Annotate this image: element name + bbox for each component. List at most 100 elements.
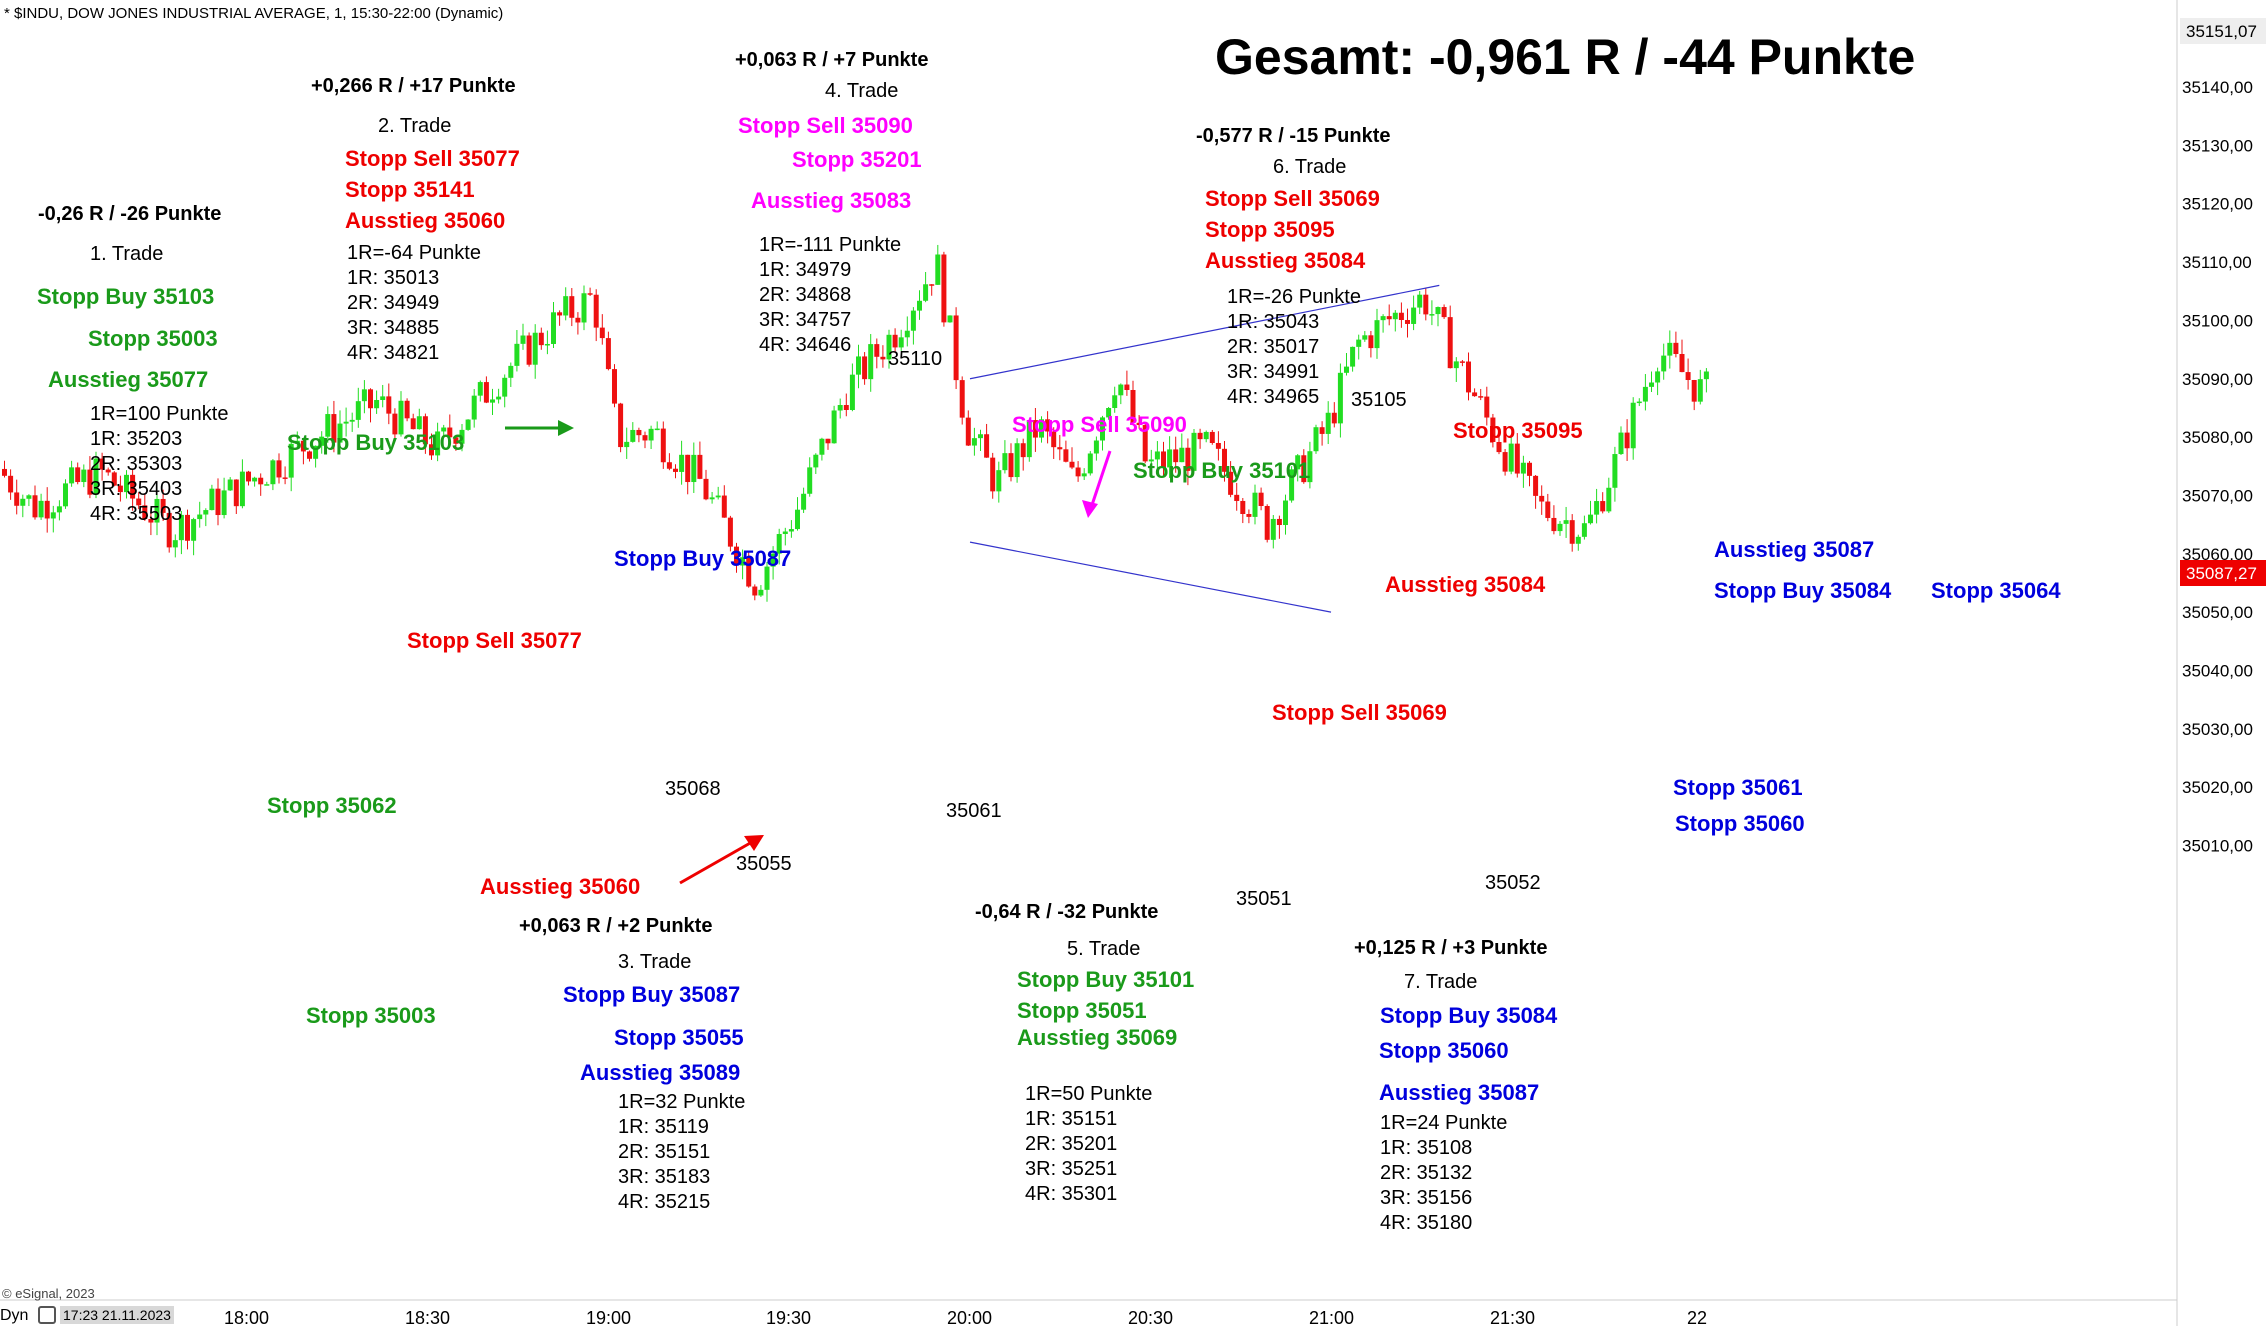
label-stopp-sell-35069: Stopp Sell 35069 [1272, 700, 1447, 725]
trade-4-r1: 1R: 34979 [759, 259, 852, 281]
trade-6-entry: Stopp Sell 35069 [1205, 186, 1380, 211]
candle-bull [1630, 402, 1636, 449]
trade-4-r3: 3R: 34757 [759, 309, 852, 331]
candle-bull [50, 512, 56, 519]
candle-bull [563, 296, 569, 316]
candle-bull [917, 300, 922, 311]
trade-7-entry: Stopp Buy 35084 [1380, 1003, 1558, 1028]
candle-bear [1051, 431, 1057, 448]
candle-bull [319, 436, 325, 446]
trade-6-stop: Stopp 35095 [1205, 217, 1335, 242]
trade-2-r1: 1R: 35013 [347, 267, 440, 289]
candle-bull [1581, 523, 1587, 537]
candle-bull [551, 312, 556, 344]
candle-bull [63, 483, 68, 507]
trade-7-exit: Ausstieg 35087 [1379, 1080, 1540, 1105]
candle-bear [300, 440, 306, 452]
candle-bear [258, 477, 264, 485]
candle-bull [264, 484, 270, 486]
candle-bear [721, 495, 727, 518]
label-stopp-35064: Stopp 35064 [1931, 578, 2061, 603]
lock-icon[interactable] [38, 1306, 56, 1324]
trendline[interactable] [969, 284, 1440, 380]
candle-bull [1307, 451, 1313, 483]
trade-6-r-list: 1R=-26 Punkte 1R: 35043 2R: 35017 3R: 34… [1227, 285, 1361, 410]
trade-5-result: -0,64 R / -32 Punkte [975, 901, 1159, 923]
candle-bear [569, 296, 575, 318]
dyn-mode-button[interactable]: Dyn [0, 1307, 29, 1324]
candle-bear [282, 477, 288, 479]
trendlines-layer [969, 284, 1440, 613]
candle-bear [32, 495, 38, 518]
label-stopp-35062: Stopp 35062 [267, 793, 397, 818]
candle-bull [1167, 449, 1173, 468]
arrow-green-icon [558, 420, 574, 436]
candle-bull [203, 510, 209, 515]
candle-bull [1697, 379, 1703, 402]
trade-6-r3: 3R: 34991 [1227, 361, 1320, 383]
mark-35061: 35061 [946, 800, 1002, 822]
candle-bear [44, 500, 50, 519]
candle-bull [624, 441, 630, 448]
candle-bull [1588, 514, 1593, 524]
candle-bear [185, 514, 190, 541]
candle-bull [465, 419, 471, 430]
candle-bull [910, 310, 916, 331]
candle-bear [160, 498, 166, 513]
candle-bull [502, 377, 508, 397]
candle-bear [1185, 447, 1191, 471]
trade-6-exit: Ausstieg 35084 [1205, 248, 1366, 273]
candle-bull [770, 553, 776, 567]
candle-bull [1014, 443, 1020, 478]
label-stopp-35003: Stopp 35003 [306, 1003, 436, 1028]
last-price-label: 35087,27 [2186, 564, 2257, 583]
trade-2-r2: 2R: 34949 [347, 292, 440, 314]
candle-bull [1563, 520, 1569, 524]
trade-4-name: 4. Trade [825, 80, 899, 102]
trade-4-entry: Stopp Sell 35090 [738, 113, 913, 138]
candle-bear [593, 294, 599, 328]
candle-bull [1313, 427, 1319, 452]
label-stopp-35095: Stopp 35095 [1453, 418, 1583, 443]
candle-bull [1289, 469, 1295, 501]
candle-bear [1600, 501, 1606, 512]
candle-bull [776, 534, 782, 554]
trade-5-r3: 3R: 35251 [1025, 1158, 1118, 1180]
candle-bear [642, 435, 648, 441]
candle-bear [111, 472, 117, 486]
candle-bull [715, 495, 721, 498]
candle-bear [953, 315, 959, 381]
label-stopp-sell-35077: Stopp Sell 35077 [407, 628, 582, 653]
candle-bear [87, 469, 93, 495]
top-price-box [2180, 18, 2266, 44]
candle-bear [1478, 396, 1484, 398]
candle-bear [1222, 448, 1227, 472]
candle-bear [734, 546, 739, 566]
candle-bull [69, 467, 75, 484]
candle-bull [935, 254, 941, 285]
trade-3-r-size: 1R=32 Punkte [618, 1091, 746, 1113]
candle-bull [978, 434, 983, 439]
trade-3-entry: Stopp Buy 35087 [563, 982, 741, 1007]
candle-bull [1703, 371, 1709, 380]
candle-bear [1228, 471, 1234, 495]
trade-7-stop: Stopp 35060 [1379, 1038, 1509, 1063]
trade-3-r4: 4R: 35215 [618, 1191, 711, 1213]
candle-bear [612, 369, 617, 404]
candle-bear [2, 468, 7, 476]
candle-bear [1301, 455, 1307, 483]
candle-bull [1295, 455, 1301, 470]
candle-bear [368, 389, 373, 409]
candle-bear [1386, 316, 1392, 320]
candle-bull [849, 374, 855, 410]
candle-bull [1557, 523, 1563, 532]
candle-bull [1417, 294, 1423, 308]
time-axis: 18:00 18:30 19:00 19:30 20:00 20:30 21:00 21:30… [0, 1299, 2177, 1326]
trendline[interactable] [969, 541, 1332, 613]
candle-bull [398, 400, 404, 435]
candle-bear [862, 356, 868, 380]
candle-bull [1118, 384, 1124, 396]
candle-bear [1405, 320, 1410, 324]
x-tick-label: 21:30 [1490, 1308, 1535, 1326]
candle-bull [1283, 500, 1288, 526]
